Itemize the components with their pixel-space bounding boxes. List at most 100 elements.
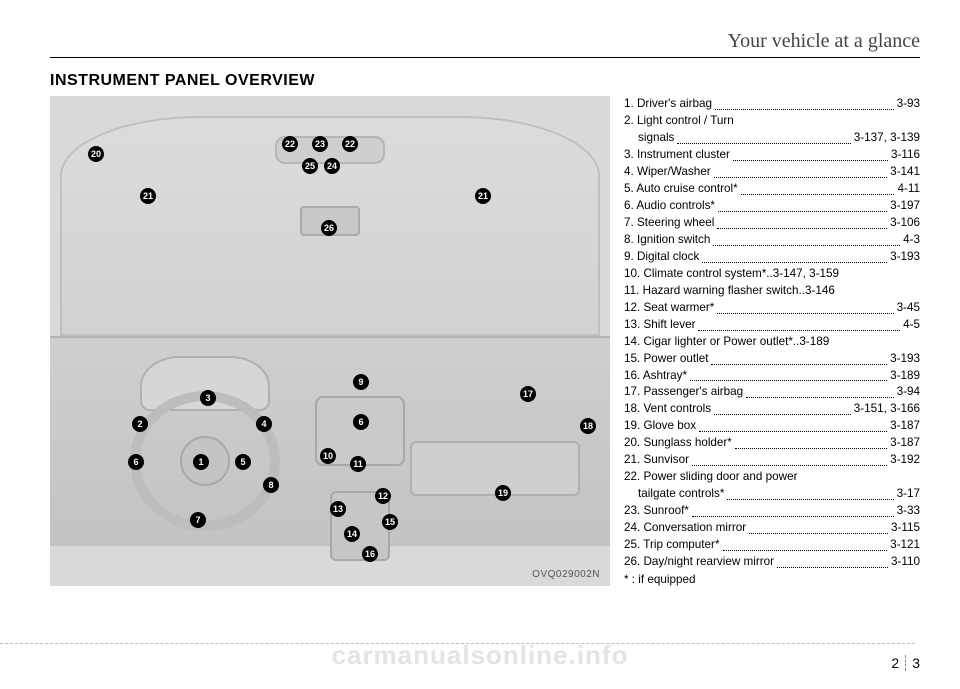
list-item: 14. Cigar lighter or Power outlet* ..3-1… [624, 334, 920, 351]
list-item: signals 3-137, 3-139 [624, 130, 920, 147]
item-label: 14. Cigar lighter or Power outlet* [624, 334, 793, 351]
chapter-title: Your vehicle at a glance [50, 30, 920, 58]
callout-marker: 21 [475, 188, 491, 204]
item-label: 3. Instrument cluster [624, 147, 730, 164]
item-page: 3-93 [897, 96, 920, 113]
page: Your vehicle at a glance INSTRUMENT PANE… [0, 0, 960, 689]
callout-marker: 24 [324, 158, 340, 174]
list-item: 9. Digital clock 3-193 [624, 249, 920, 266]
item-page: 3-121 [890, 537, 920, 554]
item-page: 3-187 [890, 435, 920, 452]
item-label: 4. Wiper/Washer [624, 164, 711, 181]
leader-dots [718, 198, 887, 212]
callout-marker: 6 [128, 454, 144, 470]
item-page: 3-17 [897, 486, 920, 503]
item-label: 23. Sunroof* [624, 503, 689, 520]
callout-marker: 6 [353, 414, 369, 430]
item-page: 3-116 [891, 147, 920, 164]
list-item: 24. Conversation mirror 3-115 [624, 520, 920, 537]
list-item: 2. Light control / Turn [624, 113, 920, 130]
item-label: 21. Sunvisor [624, 452, 689, 469]
list-item: 20. Sunglass holder* 3-187 [624, 435, 920, 452]
item-label: 8. Ignition switch [624, 232, 710, 249]
item-label: 22. Power sliding door and power [624, 469, 797, 486]
callout-marker: 21 [140, 188, 156, 204]
callout-marker: 13 [330, 501, 346, 517]
callout-marker: 16 [362, 546, 378, 562]
leader-dots [741, 181, 895, 195]
leader-dots [699, 418, 887, 432]
item-page: 3-146 [805, 283, 835, 300]
item-page: 3-189 [799, 334, 829, 351]
callout-marker: 18 [580, 418, 596, 434]
leader-dots [713, 232, 900, 246]
leader-dots [690, 368, 887, 382]
leader-dots [692, 452, 887, 466]
callout-marker: 1 [193, 454, 209, 470]
item-label: 13. Shift lever [624, 317, 695, 334]
item-page: 3-106 [890, 215, 920, 232]
item-page: 4-5 [903, 317, 920, 334]
leader-dots [727, 486, 893, 500]
watermark: carmanualsonline.info [332, 640, 629, 671]
callout-marker: 26 [321, 220, 337, 236]
callout-marker: 7 [190, 512, 206, 528]
callout-marker: 11 [350, 456, 366, 472]
footnote: * : if equipped [624, 572, 920, 589]
list-item: 18. Vent controls 3-151, 3-166 [624, 401, 920, 418]
leader-dots [702, 249, 887, 263]
callout-marker: 10 [320, 448, 336, 464]
item-label: 5. Auto cruise control* [624, 181, 738, 198]
item-page: 4-11 [897, 181, 920, 198]
callout-marker: 5 [235, 454, 251, 470]
list-item: 10. Climate control system* ..3-147, 3-1… [624, 266, 920, 283]
list-item: 1. Driver's airbag 3-93 [624, 96, 920, 113]
leader-dots [692, 503, 894, 517]
leader-dots [715, 96, 894, 110]
item-label: 17. Passenger's airbag [624, 384, 743, 401]
item-page: 3-192 [890, 452, 920, 469]
callout-marker: 22 [282, 136, 298, 152]
list-item: tailgate controls* 3-17 [624, 486, 920, 503]
list-item: 23. Sunroof* 3-33 [624, 503, 920, 520]
callout-marker: 17 [520, 386, 536, 402]
list-item: 21. Sunvisor 3-192 [624, 452, 920, 469]
leader-dots [723, 537, 888, 551]
item-label: 6. Audio controls* [624, 198, 715, 215]
item-page: 3-147, 3-159 [773, 266, 839, 283]
item-label: 18. Vent controls [624, 401, 711, 418]
item-page: 4-3 [903, 232, 920, 249]
page-number: 2 3 [888, 655, 920, 671]
callout-marker: 23 [312, 136, 328, 152]
item-label: 7. Steering wheel [624, 215, 714, 232]
item-page: 3-193 [890, 351, 920, 368]
item-label: 24. Conversation mirror [624, 520, 746, 537]
item-page: 3-151, 3-166 [854, 401, 920, 418]
item-page: 3-187 [890, 418, 920, 435]
callout-marker: 9 [353, 374, 369, 390]
list-item: 22. Power sliding door and power [624, 469, 920, 486]
item-label: 12. Seat warmer* [624, 300, 714, 317]
list-item: 7. Steering wheel 3-106 [624, 215, 920, 232]
item-label: 19. Glove box [624, 418, 696, 435]
leader-dots [711, 351, 887, 365]
list-item: 16. Ashtray* 3-189 [624, 368, 920, 385]
item-label: 11. Hazard warning flasher switch [624, 283, 799, 300]
list-item: 13. Shift lever 4-5 [624, 317, 920, 334]
list-item: 4. Wiper/Washer 3-141 [624, 164, 920, 181]
glove-box [410, 441, 580, 496]
item-label: 25. Trip computer* [624, 537, 720, 554]
item-list: 1. Driver's airbag 3-932. Light control … [624, 96, 920, 589]
list-item: 8. Ignition switch 4-3 [624, 232, 920, 249]
item-label: 26. Day/night rearview mirror [624, 554, 774, 571]
item-page: 3-141 [890, 164, 920, 181]
list-item: 12. Seat warmer* 3-45 [624, 300, 920, 317]
item-label: 16. Ashtray* [624, 368, 687, 385]
leader-dots [698, 317, 900, 331]
leader-dots [677, 130, 850, 144]
leader-dots [777, 554, 888, 568]
list-item: 19. Glove box 3-187 [624, 418, 920, 435]
item-page: 3-110 [891, 554, 920, 571]
callout-marker: 4 [256, 416, 272, 432]
item-label: 1. Driver's airbag [624, 96, 712, 113]
